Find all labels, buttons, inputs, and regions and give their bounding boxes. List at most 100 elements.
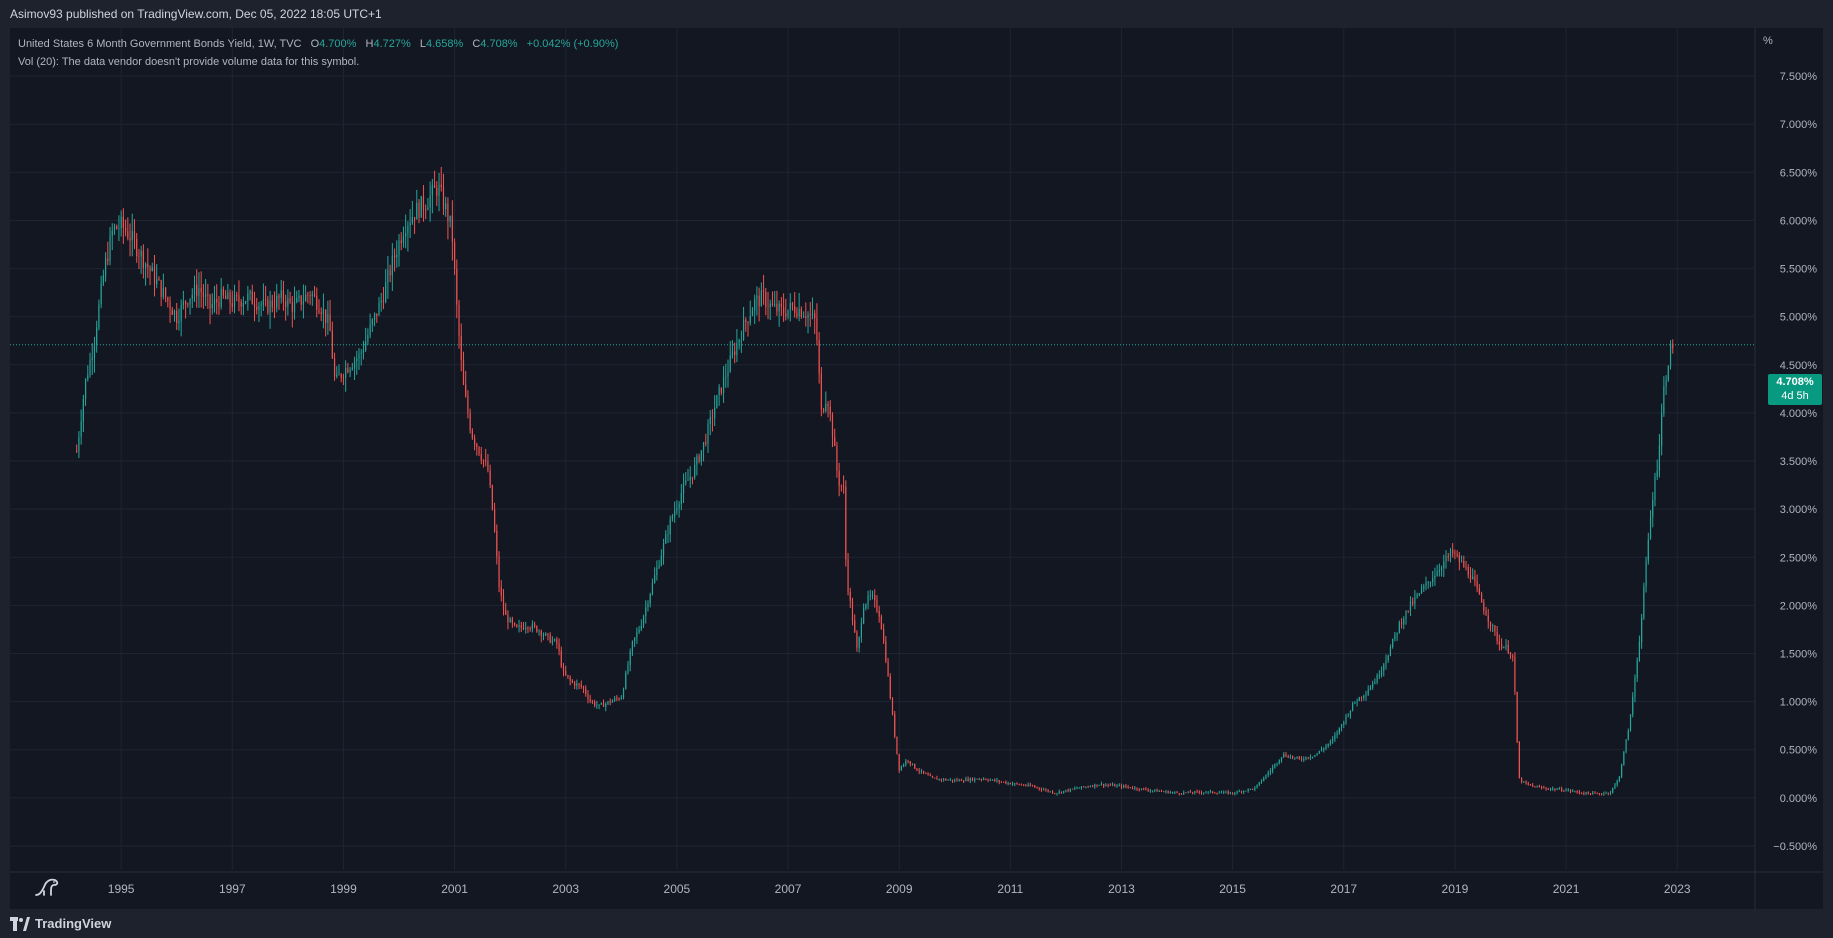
candle-body [876, 600, 878, 611]
candle-body [1654, 476, 1656, 500]
candle-body [967, 778, 969, 781]
legend-volume-line[interactable]: Vol (20): The data vendor doesn't provid… [18, 56, 360, 68]
candle-body [911, 763, 914, 765]
candle-body [209, 295, 211, 309]
candle-body [462, 360, 465, 385]
candle-body [974, 778, 976, 781]
candle-body [1400, 622, 1403, 625]
candle-body [1645, 560, 1647, 588]
candle-body [943, 779, 945, 780]
candle-body [820, 373, 822, 410]
candle-body [1369, 687, 1372, 691]
candle-body [256, 306, 258, 310]
candle-body [834, 436, 836, 447]
legend-open-label: O [310, 38, 320, 50]
candle-body [729, 355, 731, 372]
legend-symbol[interactable]: United States 6 Month Government Bonds Y… [18, 38, 302, 50]
candle-body [178, 320, 180, 324]
candle-body [691, 476, 694, 478]
candle-body [129, 237, 131, 241]
candle-body [1074, 788, 1076, 790]
candle-body [874, 594, 876, 601]
candle-body [1209, 791, 1211, 793]
candle-body [854, 620, 856, 633]
candle-body [1067, 789, 1069, 791]
candle-body [1536, 786, 1538, 788]
candle-body [367, 335, 369, 342]
candle-body [1503, 647, 1505, 649]
candle-body [1378, 675, 1380, 677]
candle-body [554, 639, 556, 641]
candle-body [1069, 788, 1071, 791]
candle-body [133, 230, 136, 239]
candle-body [1309, 757, 1312, 758]
candle-body [1143, 788, 1145, 790]
candle-body [1456, 554, 1458, 556]
candle-body [731, 351, 734, 356]
candle-body [1601, 794, 1603, 796]
candle-body [1427, 582, 1429, 584]
candle-body [831, 414, 834, 437]
candle-body [651, 582, 654, 594]
candle-body [798, 309, 800, 317]
candle-body [645, 607, 647, 617]
published-info: Asimov93 published on TradingView.com, D… [10, 7, 382, 21]
candle-body [1494, 625, 1496, 632]
candle-body [1409, 601, 1412, 611]
candle-body [900, 766, 902, 771]
candle-body [1185, 792, 1187, 794]
last-price-value: 4.708% [1776, 376, 1814, 388]
candle-body [1540, 786, 1543, 788]
candle-body [1583, 793, 1585, 795]
candle-body [776, 303, 778, 312]
candle-body [1100, 783, 1103, 785]
candle-body [1047, 789, 1049, 792]
candle-body [925, 772, 927, 774]
chart-area[interactable]: 7.500% 7.000% 6.500% 6.000% 5.500% 5.000% 4.50… [10, 28, 1823, 909]
candle-body [1616, 780, 1618, 785]
candle-body [698, 456, 700, 462]
candle-body [891, 697, 894, 715]
candle-body [456, 268, 458, 305]
candle-body [636, 632, 638, 638]
candle-body [476, 444, 478, 447]
candle-body [787, 309, 789, 317]
x-tick-label: 1999 [330, 882, 357, 896]
candle-body [76, 451, 78, 453]
y-tick-label: 6.000% [1780, 215, 1818, 227]
candle-body [625, 673, 627, 689]
candle-body [762, 290, 765, 293]
candle-body [1420, 588, 1423, 594]
candle-body [98, 304, 100, 328]
candle-body [1474, 576, 1476, 582]
candle-body [302, 300, 305, 305]
candle-body [914, 763, 916, 769]
candle-body [487, 461, 489, 471]
candle-body [1045, 789, 1047, 791]
candle-body [847, 559, 849, 593]
candle-body [196, 284, 198, 297]
candle-body [307, 294, 309, 296]
tradingview-brand[interactable]: TradingView [10, 916, 111, 931]
candle-body [1003, 781, 1005, 783]
candle-body [1296, 757, 1298, 758]
x-tick-label: 2003 [552, 882, 579, 896]
candle-body [349, 369, 351, 373]
price-chart[interactable]: 7.500% 7.000% 6.500% 6.000% 5.500% 5.000% 4.50… [10, 28, 1823, 909]
candle-body [1203, 792, 1205, 794]
candle-body [756, 295, 758, 300]
candle-body [1189, 791, 1191, 793]
candle-body [142, 250, 144, 268]
candle-body [453, 242, 456, 269]
candle-body [994, 779, 996, 781]
candle-body [1520, 778, 1523, 782]
candle-body [965, 778, 967, 782]
candle-body [1034, 786, 1036, 788]
candle-body [1140, 788, 1143, 790]
candle-body [1138, 789, 1140, 791]
candle-body [1118, 785, 1120, 787]
candle-body [749, 316, 751, 324]
candle-body [156, 279, 158, 285]
candle-body [702, 442, 705, 451]
candle-body [1672, 343, 1674, 349]
